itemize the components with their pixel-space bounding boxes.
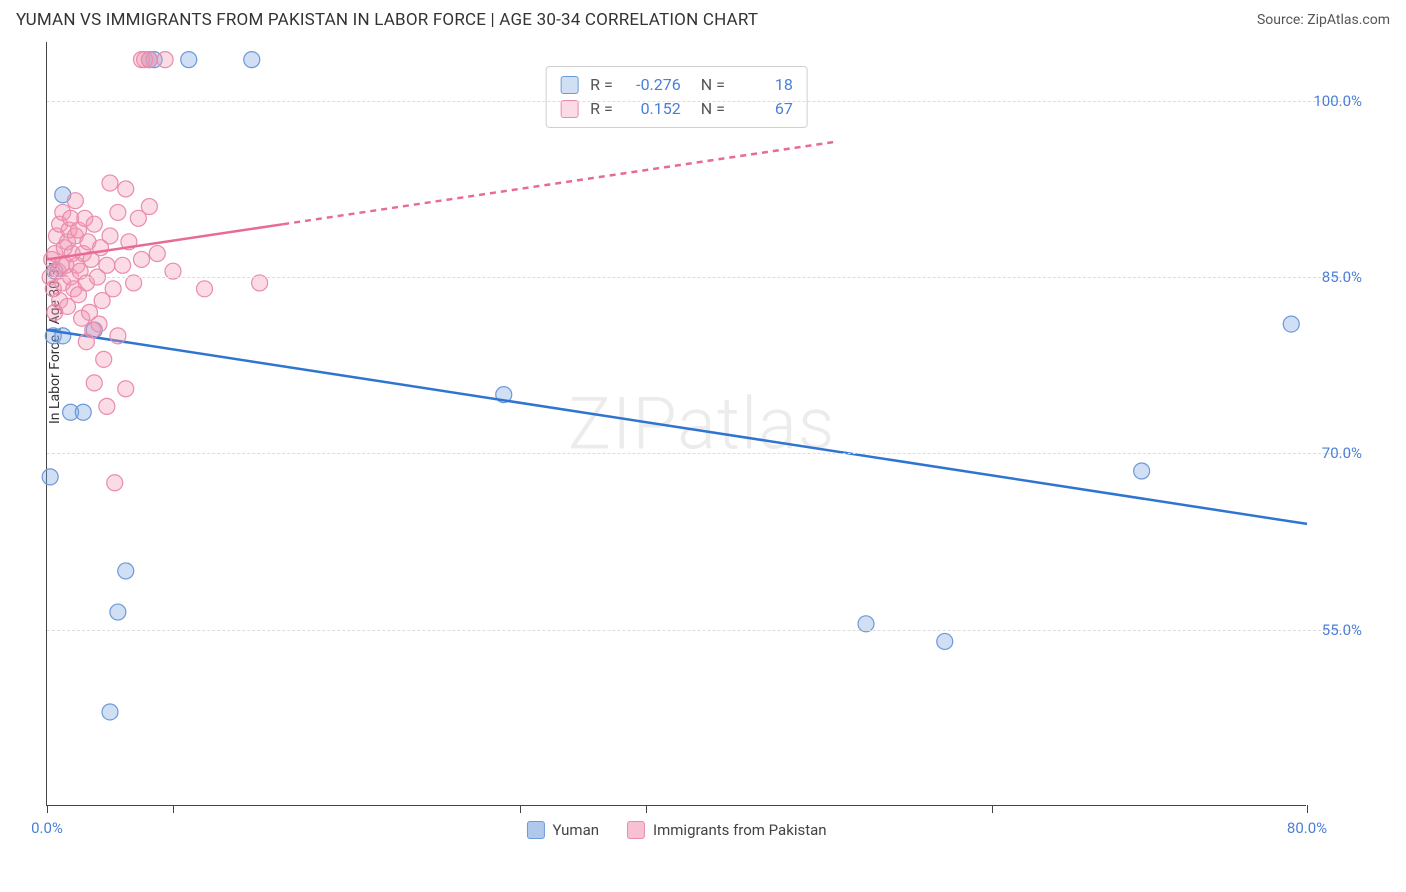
scatter-point	[42, 469, 58, 485]
scatter-point	[1283, 316, 1299, 332]
chart-plot-area: In Labor Force | Age 30-34 ZIPatlas R = …	[46, 42, 1306, 806]
gridline-h	[47, 453, 1356, 454]
gridline-h	[47, 101, 1356, 102]
trend-line	[283, 142, 834, 224]
y-tick-label: 55.0%	[1322, 621, 1362, 639]
scatter-point	[110, 204, 126, 220]
scatter-point	[937, 633, 953, 649]
scatter-point	[96, 351, 112, 367]
r-value-yuman: -0.276	[621, 73, 681, 97]
legend-swatch	[526, 821, 544, 839]
legend-item: Immigrants from Pakistan	[627, 821, 827, 839]
chart-header: YUMAN VS IMMIGRANTS FROM PAKISTAN IN LAB…	[0, 0, 1406, 36]
chart-title: YUMAN VS IMMIGRANTS FROM PAKISTAN IN LAB…	[16, 10, 758, 30]
x-tick	[520, 805, 521, 813]
legend-label: Immigrants from Pakistan	[653, 821, 827, 839]
n-value-yuman: 18	[733, 73, 793, 97]
stats-row-yuman: R = -0.276 N = 18	[560, 73, 793, 97]
scatter-point	[86, 375, 102, 391]
swatch-pakistan	[560, 100, 578, 118]
correlation-stats-box: R = -0.276 N = 18 R = 0.152 N = 67	[545, 66, 808, 128]
scatter-point	[110, 328, 126, 344]
n-label: N =	[693, 73, 725, 97]
scatter-point	[181, 52, 197, 68]
r-label: R =	[590, 73, 613, 97]
scatter-point	[102, 704, 118, 720]
trend-line	[47, 330, 1307, 524]
legend-swatch	[627, 821, 645, 839]
scatter-point	[141, 52, 157, 68]
scatter-point	[67, 193, 83, 209]
swatch-yuman	[560, 76, 578, 94]
x-tick-label: 80.0%	[1287, 819, 1327, 837]
scatter-point	[110, 604, 126, 620]
scatter-svg	[47, 42, 1306, 805]
scatter-point	[102, 175, 118, 191]
scatter-point	[134, 251, 150, 267]
x-tick-label: 0.0%	[31, 819, 63, 837]
gridline-h	[47, 277, 1356, 278]
x-tick	[47, 805, 48, 813]
x-tick	[1307, 805, 1308, 813]
gridline-h	[47, 630, 1356, 631]
x-tick	[173, 805, 174, 813]
scatter-point	[149, 246, 165, 262]
scatter-point	[157, 52, 173, 68]
scatter-point	[244, 52, 260, 68]
scatter-point	[118, 563, 134, 579]
scatter-point	[102, 228, 118, 244]
scatter-point	[197, 281, 213, 297]
scatter-point	[91, 316, 107, 332]
legend-label: Yuman	[552, 821, 599, 839]
source-attribution: Source: ZipAtlas.com	[1257, 12, 1390, 28]
y-tick-label: 100.0%	[1313, 92, 1362, 110]
legend-item: Yuman	[526, 821, 599, 839]
y-tick-label: 70.0%	[1322, 444, 1362, 462]
scatter-point	[1134, 463, 1150, 479]
scatter-point	[99, 398, 115, 414]
x-tick	[646, 805, 647, 813]
scatter-point	[118, 181, 134, 197]
scatter-point	[118, 381, 134, 397]
scatter-point	[115, 257, 131, 273]
y-tick-label: 85.0%	[1322, 268, 1362, 286]
x-tick	[992, 805, 993, 813]
scatter-point	[105, 281, 121, 297]
scatter-point	[141, 199, 157, 215]
scatter-point	[75, 404, 91, 420]
scatter-point	[86, 216, 102, 232]
scatter-point	[99, 257, 115, 273]
scatter-point	[55, 328, 71, 344]
chart-legend: Yuman Immigrants from Pakistan	[526, 821, 826, 839]
scatter-point	[107, 475, 123, 491]
